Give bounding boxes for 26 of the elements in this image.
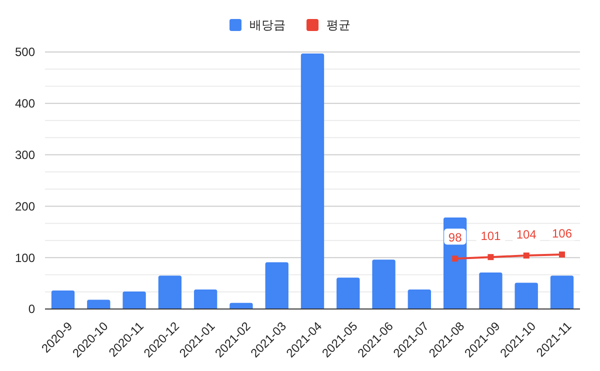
bar: [300, 54, 324, 309]
bar: [336, 278, 360, 309]
y-tick-label: 0: [28, 302, 36, 316]
data-label: 106: [552, 226, 572, 241]
bar: [265, 262, 288, 309]
bar: [51, 290, 75, 309]
y-tick-label: 500: [14, 45, 36, 60]
bar: [514, 282, 538, 309]
bar: [230, 302, 253, 309]
y-tick-label: 200: [14, 199, 36, 214]
bar: [87, 300, 110, 309]
bar: [122, 292, 146, 309]
y-tick-label: 300: [14, 148, 36, 162]
legend-label: 배당금: [250, 18, 286, 32]
bar: [372, 260, 396, 309]
bar: [158, 276, 182, 309]
data-label: 98: [448, 230, 462, 245]
bar: [408, 289, 432, 309]
y-tick-label: 100: [14, 250, 36, 265]
bar: [194, 289, 218, 309]
bar: [479, 272, 502, 309]
data-label: 101: [480, 229, 502, 244]
y-tick-label: 400: [14, 96, 36, 111]
data-label: 104: [516, 228, 537, 242]
bar: [550, 276, 574, 309]
legend-label: 평균: [326, 18, 350, 32]
